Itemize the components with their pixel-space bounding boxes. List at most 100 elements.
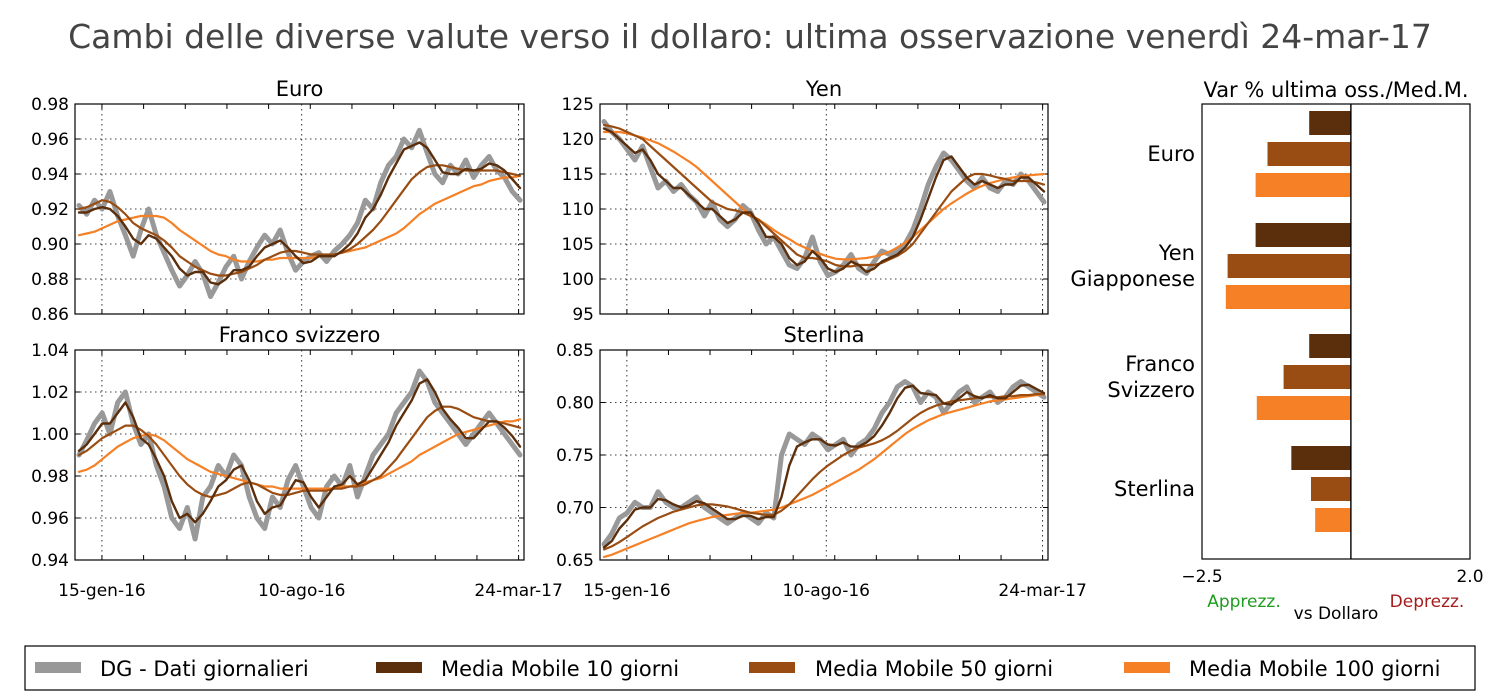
sterlina-series-ma50: [602, 393, 1046, 551]
bar-frame: [1201, 103, 1471, 560]
euro-plot-area: [75, 104, 524, 314]
bar-x-tick-label: 2.0: [1456, 567, 1483, 587]
franco-svizzero-x-tick-label: 10-ago-16: [258, 581, 345, 601]
franco-svizzero-y-tick-label: 1.04: [31, 341, 69, 361]
franco-svizzero-plot-area: [75, 350, 524, 560]
bar-euro-ma100: [1255, 173, 1351, 197]
sterlina-frame: [599, 349, 1049, 561]
apprezz-label: Apprezz.: [1207, 592, 1281, 612]
legend-swatch-ma10: [376, 662, 422, 673]
bar-category-label: Yen Giapponese: [1070, 241, 1195, 291]
panel-sterlina: 0.65 0.70 0.75 0.80 0.85 Sterlina 15-gen-16 10-…: [556, 323, 1087, 601]
euro-series-ma100: [77, 174, 522, 263]
figure-title: Cambi delle diverse valute verso il doll…: [68, 17, 1432, 56]
panel-franco-svizzero: 0.94 0.96 0.98 1.00 1.02 1.04 Franco svizzero 1…: [31, 323, 563, 601]
euro-panel-title: Euro: [276, 77, 324, 101]
yen-panel-title: Yen: [805, 77, 842, 101]
bar-category-label-line: Franco: [1125, 352, 1195, 376]
legend-swatch-ma50: [749, 662, 795, 673]
legend-label-ma100: Media Mobile 100 giorni: [1189, 657, 1441, 681]
sterlina-x-tick-label: 24-mar-17: [998, 581, 1086, 601]
franco-svizzero-y-tick-label: 1.00: [31, 425, 69, 445]
yen-series-ma10: [602, 127, 1046, 274]
yen-y-tick-label: 95: [572, 305, 594, 325]
bar-franco-svizzero-ma100: [1256, 396, 1351, 420]
euro-y-tick-label: 0.88: [31, 270, 69, 290]
bar-panel-title: Var % ultima oss./Med.M.: [1203, 78, 1468, 102]
yen-y-tick-label: 100: [562, 270, 594, 290]
bar-franco-svizzero-ma10: [1309, 334, 1351, 358]
franco-svizzero-frame: [74, 349, 525, 561]
bar-category-label-line: Giapponese: [1070, 267, 1195, 291]
bar-yen-giapponese-ma100: [1225, 285, 1351, 309]
euro-frame: [74, 103, 525, 315]
yen-y-tick-label: 120: [562, 130, 594, 150]
yen-y-tick-label: 115: [562, 165, 594, 185]
bar-category-label: Franco Svizzero: [1107, 352, 1195, 402]
franco-svizzero-y-tick-label: 0.94: [31, 551, 69, 571]
sterlina-series-ma10: [602, 383, 1046, 549]
bar-yen-giapponese-ma50: [1227, 254, 1351, 278]
legend: DG - Dati giornalieri Media Mobile 10 gi…: [24, 645, 1476, 691]
franco-svizzero-y-tick-label: 0.98: [31, 467, 69, 487]
sterlina-x-tick-label: 15-gen-16: [583, 581, 671, 601]
bar-sterlina-ma100: [1315, 508, 1351, 532]
bar-sterlina-ma50: [1310, 477, 1351, 501]
franco-svizzero-panel-title: Franco svizzero: [219, 323, 381, 347]
bar-category-label-line: Svizzero: [1107, 378, 1195, 402]
bar-category-label-line: Euro: [1147, 142, 1195, 166]
bar-euro-ma10: [1309, 111, 1351, 135]
yen-y-tick-label: 125: [562, 95, 594, 115]
euro-y-tick-label: 0.96: [31, 130, 69, 150]
euro-y-tick-label: 0.94: [31, 165, 69, 185]
sterlina-plot-area: [600, 350, 1048, 560]
sterlina-y-tick-label: 0.75: [556, 446, 594, 466]
sterlina-y-tick-label: 0.70: [556, 499, 594, 519]
franco-svizzero-y-tick-label: 0.96: [31, 509, 69, 529]
deprezz-label: Deprezz.: [1390, 592, 1465, 612]
euro-series-ma50: [77, 164, 522, 277]
yen-plot-area: [600, 104, 1048, 314]
sterlina-y-tick-label: 0.85: [556, 341, 594, 361]
franco-svizzero-x-tick-label: 24-mar-17: [474, 581, 562, 601]
panel-var-percent: Euro Yen Giapponese Franco Svizzero Sterlina −…: [1070, 78, 1483, 624]
euro-y-tick-label: 0.90: [31, 235, 69, 255]
bar-x-tick-label: −2.5: [1181, 567, 1222, 587]
yen-series-ma100: [602, 130, 1046, 261]
bar-category-label: Sterlina: [1114, 477, 1195, 501]
panel-yen: 95 100 105 110 115 120 125 Yen: [562, 77, 1049, 325]
vs-dollaro-label: vs Dollaro: [1294, 604, 1379, 624]
legend-label-daily: DG - Dati giornalieri: [100, 657, 309, 681]
euro-series-ma10: [77, 141, 522, 286]
yen-y-tick-label: 105: [562, 235, 594, 255]
bar-category-label-line: Yen: [1158, 241, 1195, 265]
franco-svizzero-x-tick-label: 15-gen-16: [58, 581, 146, 601]
legend-swatch-daily: [35, 662, 81, 673]
euro-y-tick-label: 0.92: [31, 200, 69, 220]
legend-label-ma50: Media Mobile 50 giorni: [815, 657, 1053, 681]
franco-svizzero-series-ma10: [77, 378, 522, 524]
panel-euro: 0.86 0.88 0.90 0.92 0.94 0.96 0.98 Euro: [31, 77, 525, 325]
bar-category-label-line: Sterlina: [1114, 477, 1195, 501]
sterlina-y-tick-label: 0.65: [556, 551, 594, 571]
legend-swatch-ma100: [1124, 662, 1170, 673]
sterlina-x-tick-label: 10-ago-16: [783, 581, 870, 601]
bar-euro-ma50: [1267, 142, 1351, 166]
euro-y-tick-label: 0.98: [31, 95, 69, 115]
franco-svizzero-y-tick-label: 1.02: [31, 383, 69, 403]
bar-yen-giapponese-ma10: [1255, 223, 1351, 247]
euro-y-tick-label: 0.86: [31, 305, 69, 325]
sterlina-y-tick-label: 0.80: [556, 394, 594, 414]
bar-sterlina-ma10: [1291, 446, 1351, 470]
franco-svizzero-series-ma50: [77, 405, 522, 499]
sterlina-panel-title: Sterlina: [784, 323, 865, 347]
franco-svizzero-series-ma100: [77, 418, 522, 490]
bar-franco-svizzero-ma50: [1283, 365, 1351, 389]
sterlina-series-ma100: [602, 393, 1046, 559]
bar-category-label: Euro: [1147, 142, 1195, 166]
yen-y-tick-label: 110: [562, 200, 594, 220]
legend-label-ma10: Media Mobile 10 giorni: [441, 657, 679, 681]
yen-frame: [599, 103, 1049, 315]
yen-series-ma50: [602, 123, 1046, 268]
